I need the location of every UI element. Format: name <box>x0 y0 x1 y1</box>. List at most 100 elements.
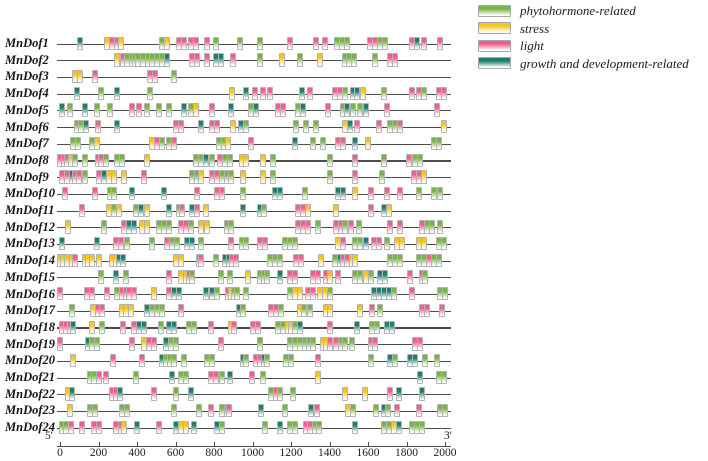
cis-element-phytohormone-related <box>228 220 235 234</box>
cis-element-phytohormone-related <box>228 170 235 184</box>
promoter-line <box>57 60 451 62</box>
cis-element-light <box>314 353 321 368</box>
cis-element-growth <box>165 203 172 217</box>
gene-label: MnDof1 <box>5 36 49 50</box>
cis-element-phytohormone-related <box>349 404 356 418</box>
cis-element-light <box>119 320 126 334</box>
cis-element-phytohormone-related <box>376 36 383 50</box>
cis-element-light <box>262 237 268 251</box>
cis-element-light <box>255 320 262 334</box>
cis-element-light <box>177 120 184 134</box>
cis-element-light <box>321 36 328 50</box>
cis-element-stress <box>66 404 73 418</box>
cis-element-phytohormone-related <box>441 287 448 301</box>
cis-element-stress <box>260 153 267 167</box>
cis-element-phytohormone-related <box>243 120 250 134</box>
cis-element-growth <box>300 103 307 117</box>
cis-element-phytohormone-related <box>316 420 323 435</box>
gene-label: MnDof2 <box>5 52 49 67</box>
gene-label: MnDof11 <box>5 203 55 217</box>
cis-element-phytohormone-related <box>173 387 180 401</box>
cis-element-light <box>78 203 85 217</box>
promoter-line <box>57 394 451 396</box>
cis-element-phytohormone-related <box>306 303 313 318</box>
cis-element-stress <box>440 120 447 134</box>
promoter-line <box>57 227 451 229</box>
cis-element-light <box>351 153 358 167</box>
cis-element-phytohormone-related <box>303 120 309 134</box>
cis-element-phytohormone-related <box>270 170 277 184</box>
cis-element-phytohormone-related <box>257 36 264 50</box>
axis-tick <box>214 441 215 446</box>
promoter-line <box>57 260 451 262</box>
axis-tick <box>406 441 408 446</box>
cis-element-growth <box>116 387 123 401</box>
cis-element-light <box>68 420 75 435</box>
axis-tick-label: 1400 <box>318 447 341 459</box>
cis-element-growth <box>188 237 195 251</box>
cis-element-light <box>387 220 394 234</box>
cis-element-stress <box>316 53 323 67</box>
cis-element-light <box>171 136 178 151</box>
cis-element-phytohormone-related <box>263 353 270 368</box>
cis-element-light <box>217 337 224 351</box>
cis-element-light <box>372 337 379 351</box>
cis-element-phytohormone-related <box>172 337 179 351</box>
cis-element-light <box>280 103 287 117</box>
cis-element-growth <box>160 186 167 201</box>
legend: phytohormone-related stress light growth… <box>478 4 689 70</box>
cis-element-stress <box>341 387 348 401</box>
cis-element-growth <box>352 420 359 435</box>
cis-element-stress <box>296 287 303 301</box>
cis-element-growth <box>339 186 346 201</box>
cis-element-stress <box>182 420 189 435</box>
cis-element-light <box>406 153 412 167</box>
cis-element-growth <box>168 370 175 384</box>
axis-line <box>57 445 451 447</box>
promoter-line <box>57 210 451 212</box>
cis-element-phytohormone-related <box>421 86 428 101</box>
cis-element-stress <box>230 120 237 134</box>
cis-element-phytohormone-related <box>195 404 202 418</box>
axis-tick <box>291 441 292 446</box>
cis-element-phytohormone-related <box>435 136 442 151</box>
cis-element-phytohormone-related <box>381 153 388 167</box>
cis-element-phytohormone-related <box>257 53 264 67</box>
promoter-line <box>57 243 451 246</box>
cis-element-light <box>150 337 157 351</box>
cis-element-growth <box>164 53 171 67</box>
cis-element-phytohormone-related <box>247 103 254 117</box>
gene-label: MnDof9 <box>5 169 49 184</box>
cis-element-light <box>78 420 85 435</box>
cis-element-growth <box>351 136 358 151</box>
cis-element-light <box>181 36 188 50</box>
cis-element-stress <box>352 253 359 268</box>
cis-element-growth <box>227 370 234 384</box>
cis-element-phytohormone-related <box>367 270 374 284</box>
cis-element-phytohormone-related <box>182 370 189 384</box>
promoter-line <box>57 427 451 429</box>
cis-element-phytohormone-related <box>198 237 205 251</box>
cis-element-light <box>232 253 239 268</box>
cis-element-phytohormone-related <box>240 186 247 201</box>
cis-element-growth <box>296 320 303 334</box>
cis-element-stress <box>229 86 236 101</box>
cis-element-light <box>339 237 346 251</box>
cis-element-phytohormone-related <box>302 186 309 201</box>
cis-element-stress <box>144 220 151 234</box>
cis-element-stress <box>352 186 359 201</box>
cis-element-light <box>96 420 103 435</box>
cis-element-phytohormone-related <box>384 404 391 418</box>
cis-element-phytohormone-related <box>418 420 425 435</box>
axis-tick <box>368 441 369 446</box>
cis-element-stress <box>240 170 247 184</box>
cis-element-growth <box>228 103 235 117</box>
cis-element-phytohormone-related <box>124 237 131 251</box>
cis-element-phytohormone-related <box>144 103 151 117</box>
cis-element-phytohormone-related <box>382 36 389 50</box>
cis-element-phytohormone-related <box>390 287 397 301</box>
gene-label: MnDof17 <box>5 303 56 318</box>
three-prime-label: 3' <box>444 430 452 442</box>
cis-element-growth <box>308 404 315 418</box>
cis-element-light <box>204 36 211 50</box>
